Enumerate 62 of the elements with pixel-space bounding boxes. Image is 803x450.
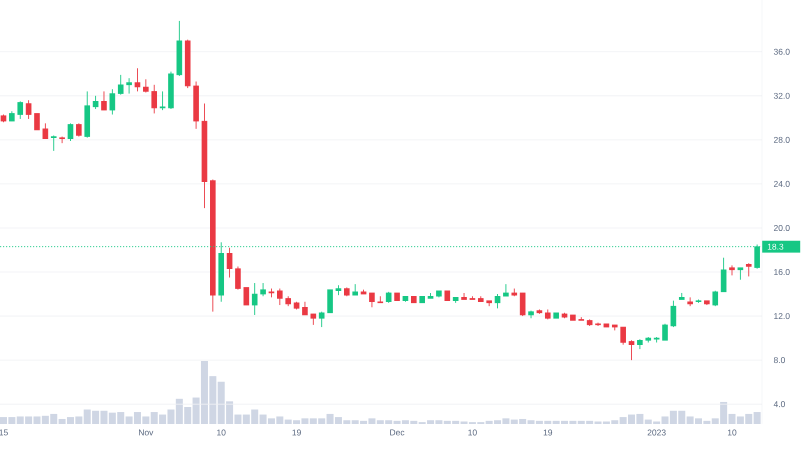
candlestick [327,289,333,314]
x-tick-label: 2023 [648,430,666,436]
x-tick-label: Nov [139,430,154,436]
y-tick-label: 28.0 [774,136,790,143]
x-tick-label: 10 [728,430,736,436]
x-tick-label: 10 [468,430,477,436]
candlestick [26,100,32,120]
y-tick-label: 32.0 [774,92,790,99]
y-tick-label: 36.0 [774,48,790,55]
candlestick [444,290,450,301]
candlestick [670,300,676,328]
candlestick [285,296,292,307]
candlestick [302,301,308,316]
x-tick-label: Dec [390,430,404,436]
candlestick [520,292,526,317]
candlestick [92,95,98,110]
candlestick [352,284,358,296]
y-tick-label: 4.0 [774,401,785,408]
candlestick [226,247,232,278]
candlestick [628,340,634,361]
candlestick [729,264,735,276]
candlestick [310,313,316,326]
ref-line-label: 18.3 [768,244,784,250]
candlestick [151,84,158,114]
candlestick [746,262,752,277]
y-tick-label: 16.0 [774,269,790,276]
candlestick [42,122,48,140]
candlestick [17,100,24,120]
candlestick [712,290,718,307]
x-tick-label: 10 [217,430,226,436]
candlestick [503,284,509,297]
candlestick [235,266,241,290]
candlestick [336,284,342,296]
y-tick-label: 12.0 [774,313,790,320]
y-tick-label: 8.0 [774,357,785,364]
candlestick [101,90,107,111]
candlestick [143,78,149,93]
candlestick [260,282,266,297]
candlestick [134,68,140,92]
candlestick [494,294,500,309]
candlestick [318,311,325,328]
candlestick [637,338,643,350]
candlestick [76,122,82,138]
candlestick [386,291,392,304]
candlestick [244,286,250,306]
candlestick [50,135,57,152]
candlestick [277,288,283,306]
candlestick [662,323,668,341]
candlestick [252,282,258,316]
candlestick [68,122,74,142]
candlestick [34,112,40,130]
x-tick-label: 19 [544,430,552,436]
candlestick [544,309,551,320]
x-tick-label: 19 [292,430,301,436]
candlestick [620,326,626,346]
candlestick [110,88,116,115]
y-tick-label: 20.0 [774,224,790,231]
candlestick [9,110,15,122]
candlestick [118,74,124,96]
candlestick [720,257,726,292]
candlestick [369,292,375,308]
y-tick-label: 24.0 [774,180,790,187]
